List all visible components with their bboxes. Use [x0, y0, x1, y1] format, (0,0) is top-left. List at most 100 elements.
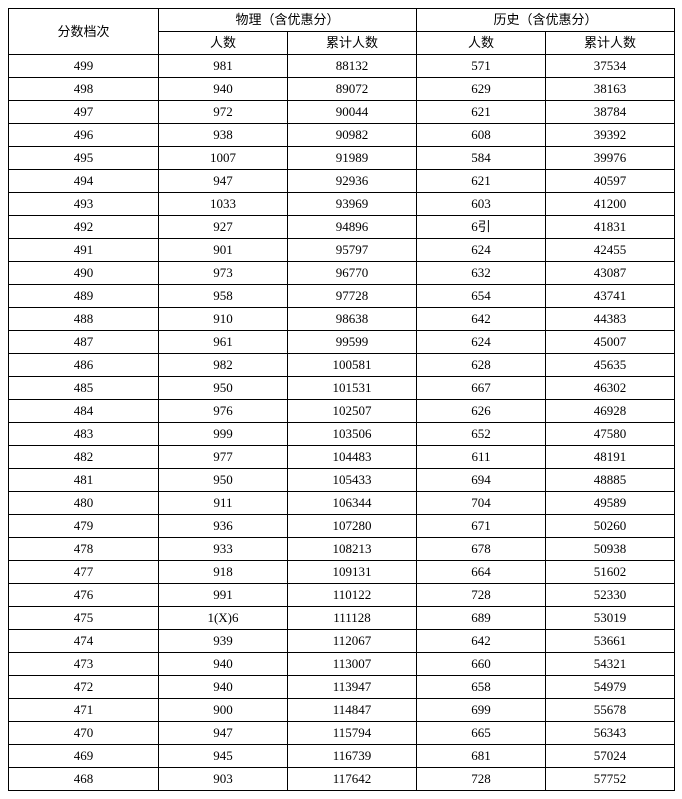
cell-h_count: 621: [417, 101, 546, 124]
cell-h_cum: 38163: [546, 78, 675, 101]
table-row: 48297710448361148191: [9, 446, 675, 469]
cell-p_cum: 105433: [288, 469, 417, 492]
cell-h_count: 611: [417, 446, 546, 469]
cell-p_count: 972: [159, 101, 288, 124]
cell-h_count: 584: [417, 147, 546, 170]
header-score: 分数档次: [9, 9, 159, 55]
cell-p_count: 950: [159, 469, 288, 492]
cell-p_count: 911: [159, 492, 288, 515]
cell-h_count: 664: [417, 561, 546, 584]
table-row: 47094711579466556343: [9, 722, 675, 745]
cell-p_count: 927: [159, 216, 288, 239]
table-row: 4999818813257137534: [9, 55, 675, 78]
cell-h_cum: 42455: [546, 239, 675, 262]
cell-p_count: 910: [159, 308, 288, 331]
cell-h_count: 629: [417, 78, 546, 101]
cell-p_count: 947: [159, 170, 288, 193]
table-row: 47394011300766054321: [9, 653, 675, 676]
cell-h_cum: 46302: [546, 377, 675, 400]
cell-p_cum: 116739: [288, 745, 417, 768]
cell-p_cum: 98638: [288, 308, 417, 331]
cell-h_count: 689: [417, 607, 546, 630]
cell-score: 472: [9, 676, 159, 699]
cell-h_cum: 37534: [546, 55, 675, 78]
cell-h_cum: 54321: [546, 653, 675, 676]
cell-p_count: 977: [159, 446, 288, 469]
table-row: 4919019579762442455: [9, 239, 675, 262]
cell-h_count: 728: [417, 768, 546, 791]
cell-p_count: 940: [159, 78, 288, 101]
cell-p_count: 950: [159, 377, 288, 400]
cell-score: 471: [9, 699, 159, 722]
cell-h_cum: 41200: [546, 193, 675, 216]
cell-h_cum: 52330: [546, 584, 675, 607]
cell-p_cum: 96770: [288, 262, 417, 285]
cell-h_count: 621: [417, 170, 546, 193]
cell-p_count: 1033: [159, 193, 288, 216]
cell-h_cum: 47580: [546, 423, 675, 446]
table-row: 49310339396960341200: [9, 193, 675, 216]
cell-score: 483: [9, 423, 159, 446]
cell-h_count: 654: [417, 285, 546, 308]
header-history-group: 历史（含优惠分）: [417, 9, 675, 32]
cell-p_cum: 93969: [288, 193, 417, 216]
cell-p_cum: 115794: [288, 722, 417, 745]
cell-h_cum: 53019: [546, 607, 675, 630]
cell-h_cum: 45635: [546, 354, 675, 377]
table-row: 48595010153166746302: [9, 377, 675, 400]
cell-h_count: 642: [417, 308, 546, 331]
cell-p_count: 901: [159, 239, 288, 262]
cell-score: 480: [9, 492, 159, 515]
cell-h_count: 6引: [417, 216, 546, 239]
cell-h_count: 608: [417, 124, 546, 147]
table-row: 47493911206764253661: [9, 630, 675, 653]
cell-p_count: 999: [159, 423, 288, 446]
table-row: 46890311764272857752: [9, 768, 675, 791]
cell-h_count: 626: [417, 400, 546, 423]
cell-p_count: 1(X)6: [159, 607, 288, 630]
cell-score: 474: [9, 630, 159, 653]
cell-h_cum: 49589: [546, 492, 675, 515]
cell-p_cum: 95797: [288, 239, 417, 262]
table-row: 492927948966引41831: [9, 216, 675, 239]
cell-p_cum: 114847: [288, 699, 417, 722]
cell-score: 477: [9, 561, 159, 584]
table-row: 4879619959962445007: [9, 331, 675, 354]
cell-score: 490: [9, 262, 159, 285]
cell-h_cum: 48191: [546, 446, 675, 469]
cell-h_count: 642: [417, 630, 546, 653]
cell-h_count: 658: [417, 676, 546, 699]
cell-p_cum: 94896: [288, 216, 417, 239]
table-row: 49510079198958439976: [9, 147, 675, 170]
cell-p_cum: 88132: [288, 55, 417, 78]
cell-score: 470: [9, 722, 159, 745]
cell-p_count: 933: [159, 538, 288, 561]
table-row: 4979729004462138784: [9, 101, 675, 124]
header-physics-group: 物理（含优惠分）: [159, 9, 417, 32]
table-row: 46994511673968157024: [9, 745, 675, 768]
cell-p_cum: 103506: [288, 423, 417, 446]
cell-p_cum: 90982: [288, 124, 417, 147]
cell-h_count: 603: [417, 193, 546, 216]
cell-score: 487: [9, 331, 159, 354]
cell-p_cum: 89072: [288, 78, 417, 101]
cell-p_count: 940: [159, 676, 288, 699]
cell-p_count: 936: [159, 515, 288, 538]
cell-p_count: 982: [159, 354, 288, 377]
cell-score: 484: [9, 400, 159, 423]
cell-h_cum: 46928: [546, 400, 675, 423]
cell-p_cum: 91989: [288, 147, 417, 170]
cell-h_count: 628: [417, 354, 546, 377]
cell-score: 494: [9, 170, 159, 193]
cell-p_count: 947: [159, 722, 288, 745]
cell-h_cum: 56343: [546, 722, 675, 745]
cell-h_count: 632: [417, 262, 546, 285]
cell-p_count: 976: [159, 400, 288, 423]
cell-h_cum: 40597: [546, 170, 675, 193]
cell-h_count: 571: [417, 55, 546, 78]
cell-score: 488: [9, 308, 159, 331]
header-history-count: 人数: [417, 32, 546, 55]
cell-h_cum: 51602: [546, 561, 675, 584]
cell-score: 497: [9, 101, 159, 124]
cell-h_count: 694: [417, 469, 546, 492]
